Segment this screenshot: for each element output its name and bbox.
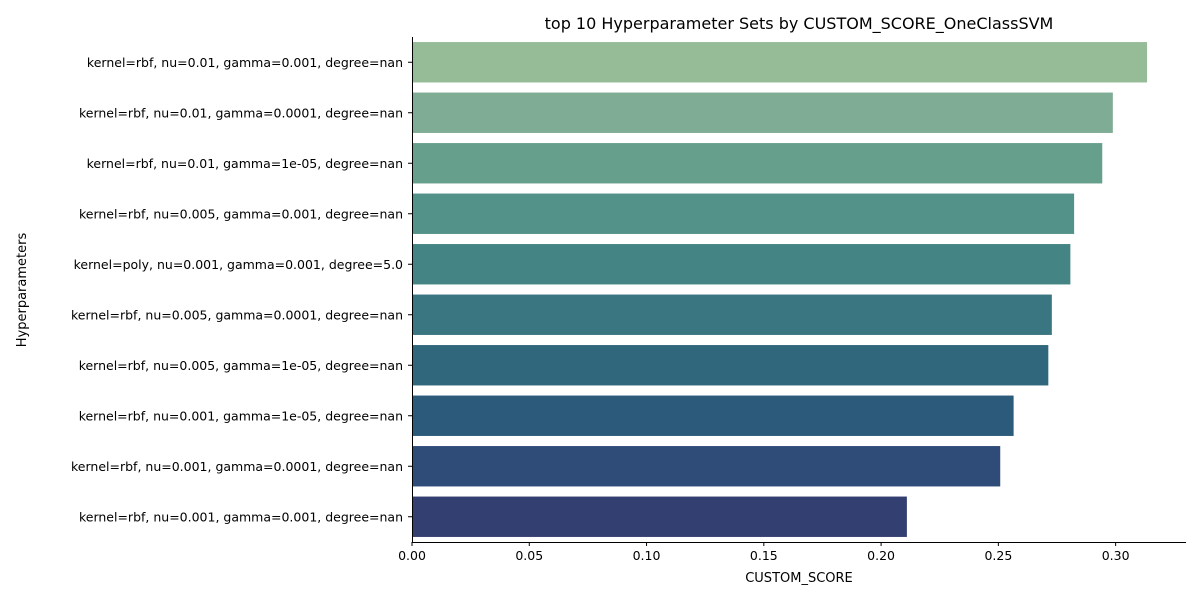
bar [412,92,1113,133]
bar [412,446,1001,487]
x-tick-label: 0.25 [984,548,1012,563]
y-tick-label: kernel=rbf, nu=0.01, gamma=0.0001, degre… [79,105,403,120]
y-tick-label: kernel=poly, nu=0.001, gamma=0.001, degr… [74,257,403,272]
y-tick-label: kernel=rbf, nu=0.005, gamma=0.0001, degr… [71,307,403,322]
bar [412,345,1049,386]
chart-title: top 10 Hyperparameter Sets by CUSTOM_SCO… [545,14,1054,34]
y-tick-label: kernel=rbf, nu=0.005, gamma=0.001, degre… [79,206,403,221]
x-axis-label: CUSTOM_SCORE [745,571,853,586]
category-labels: kernel=rbf, nu=0.01, gamma=0.001, degree… [71,55,412,524]
y-tick-label: kernel=rbf, nu=0.005, gamma=1e-05, degre… [79,358,403,373]
x-tick-label: 0.20 [867,548,895,563]
bar [412,193,1075,234]
bar [412,42,1148,83]
y-tick-label: kernel=rbf, nu=0.01, gamma=1e-05, degree… [87,156,403,171]
bar [412,294,1052,335]
bar [412,244,1071,285]
y-tick-label: kernel=rbf, nu=0.001, gamma=1e-05, degre… [79,408,403,423]
y-axis-label: Hyperparameters [15,233,30,348]
y-tick-label: kernel=rbf, nu=0.001, gamma=0.001, degre… [79,509,403,524]
x-axis-ticks: 0.00 0.05 0.10 0.15 0.20 0.25 0.30 [398,542,1130,563]
y-tick-label: kernel=rbf, nu=0.01, gamma=0.001, degree… [87,55,403,70]
bar [412,496,907,537]
x-tick-label: 0.05 [515,548,543,563]
y-tick-label: kernel=rbf, nu=0.001, gamma=0.0001, degr… [71,459,403,474]
x-tick-label: 0.30 [1102,548,1130,563]
x-tick-label: 0.15 [750,548,778,563]
x-tick-label: 0.10 [633,548,661,563]
x-tick-label: 0.00 [398,548,426,563]
bar [412,143,1103,184]
bar [412,395,1014,436]
bars-group [412,42,1148,537]
